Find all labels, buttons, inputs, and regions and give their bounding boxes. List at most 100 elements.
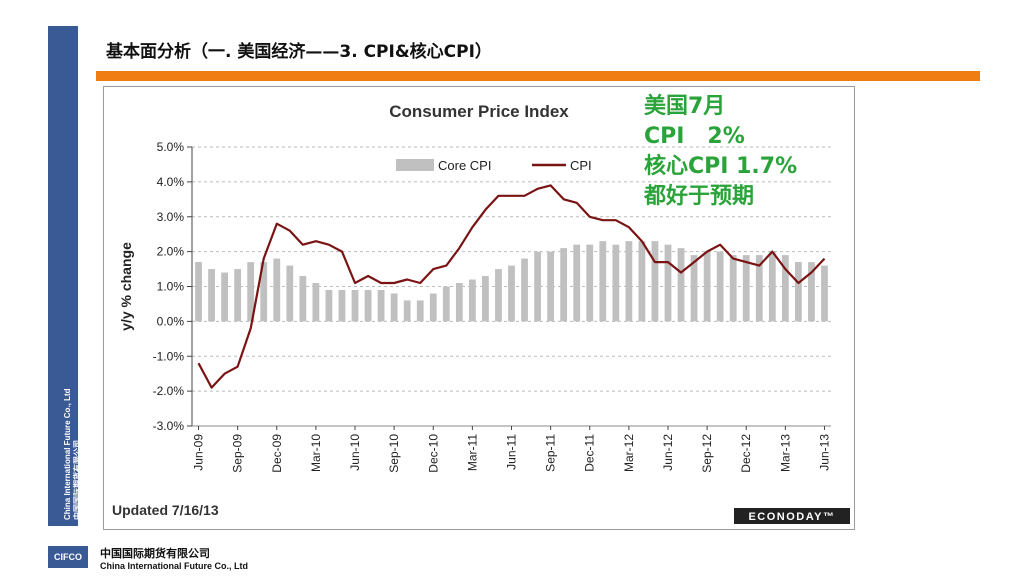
- core-cpi-bar: [208, 269, 215, 322]
- core-cpi-bar: [547, 251, 555, 322]
- x-tick-label: Sep-11: [544, 434, 558, 472]
- core-cpi-bar: [286, 265, 294, 322]
- y-tick-label: -2.0%: [153, 384, 185, 398]
- core-cpi-bar: [455, 283, 463, 322]
- core-cpi-bar: [781, 255, 789, 322]
- x-tick-label: Jun-10: [348, 434, 362, 471]
- core-cpi-bar: [573, 244, 581, 322]
- core-cpi-bar: [716, 251, 724, 322]
- core-cpi-bar: [586, 244, 594, 322]
- annotation-line-2: CPI 2%: [644, 124, 745, 149]
- x-tick-label: Mar-10: [309, 434, 323, 472]
- y-tick-label: 0.0%: [157, 314, 185, 328]
- x-tick-label: Jun-09: [192, 434, 206, 471]
- core-cpi-bar: [299, 276, 307, 322]
- chart-updated-note: Updated 7/16/13: [112, 502, 219, 518]
- cpi-chart: Consumer Price Index 5.0% 4.0% 3.0% 2.0% 1.0%…: [112, 102, 850, 524]
- core-cpi-bar: [755, 255, 763, 322]
- core-cpi-bar: [808, 262, 815, 322]
- y-tick-label: -3.0%: [153, 419, 185, 433]
- core-cpi-bar: [651, 241, 659, 322]
- y-tick-label: 4.0%: [157, 175, 185, 189]
- core-cpi-bar: [234, 269, 242, 322]
- x-tick-label: Mar-13: [778, 434, 792, 472]
- legend-label-core-cpi: Core CPI: [438, 158, 491, 173]
- core-cpi-bar: [729, 255, 737, 322]
- core-cpi-bar: [260, 262, 268, 322]
- x-tick-label: Mar-11: [465, 434, 479, 471]
- y-tick-label: 3.0%: [157, 210, 185, 224]
- annotation-line-1: 美国7月: [644, 94, 726, 119]
- footer-company-en: China International Future Co., Ltd: [100, 561, 248, 571]
- source-logo-text: ECONODAY™: [748, 511, 835, 523]
- chart-title: Consumer Price Index: [389, 102, 569, 121]
- y-tick-label: 1.0%: [157, 280, 185, 294]
- core-cpi-bar: [416, 300, 424, 322]
- core-cpi-bar: [560, 248, 568, 322]
- x-tick-label: Sep-09: [231, 434, 245, 473]
- x-tick-label: Dec-09: [270, 434, 284, 473]
- side-brand-bar: [48, 26, 78, 526]
- core-cpi-bar: [325, 289, 333, 322]
- core-cpi-bar: [534, 251, 541, 322]
- core-cpi-bar: [821, 265, 828, 322]
- x-tick-label: Jun-12: [661, 434, 675, 471]
- cifco-logo: CIFCO: [48, 546, 88, 568]
- core-cpi-bar: [403, 300, 411, 322]
- x-tick-label: Jun-11: [505, 434, 519, 470]
- side-brand-text: China International Future Co., Ltd 中国国际…: [63, 388, 83, 520]
- core-cpi-bar: [664, 244, 672, 322]
- core-cpi-bar: [377, 289, 385, 322]
- legend-swatch-core-cpi: [396, 159, 434, 171]
- x-tick-label: Jun-13: [817, 434, 831, 471]
- core-cpi-bar: [273, 258, 281, 322]
- core-cpi-bar: [364, 289, 372, 322]
- core-cpi-bar: [195, 262, 202, 322]
- annotation-box: 美国7月 CPI 2% 核心CPI 1.7% 都好于预期: [644, 92, 797, 212]
- x-tick-label: Mar-12: [622, 434, 636, 472]
- source-logo-box: [734, 508, 850, 524]
- core-cpi-bar: [442, 286, 450, 322]
- core-cpi-bar: [521, 258, 528, 322]
- core-cpi-bar: [795, 262, 802, 322]
- core-cpi-bar: [351, 289, 359, 322]
- chart-frame: Consumer Price Index 5.0% 4.0% 3.0% 2.0% 1.0%…: [103, 86, 855, 530]
- core-cpi-bar: [677, 248, 685, 322]
- core-cpi-bar: [625, 241, 633, 322]
- core-cpi-bar: [429, 293, 437, 322]
- y-tick-label: 5.0%: [157, 140, 185, 154]
- core-cpi-bar: [703, 251, 711, 322]
- core-cpi-bar: [312, 283, 320, 322]
- x-tick-label: Sep-10: [387, 434, 401, 473]
- core-cpi-bar: [247, 262, 255, 322]
- core-cpi-bar: [482, 276, 489, 322]
- core-cpi-bar: [742, 255, 750, 322]
- footer-company-cn: 中国国际期货有限公司: [100, 547, 210, 560]
- core-cpi-bar: [390, 293, 398, 322]
- core-cpi-bar: [221, 272, 228, 322]
- core-cpi-bar: [768, 251, 776, 322]
- side-brand-text-cn: 中国国际期货有限公司: [73, 440, 82, 520]
- y-tick-label: 2.0%: [157, 245, 185, 259]
- x-tick-label: Dec-10: [426, 434, 440, 473]
- core-cpi-bar: [690, 255, 698, 322]
- annotation-line-3: 核心CPI 1.7%: [644, 154, 798, 179]
- cpi-line: [197, 184, 826, 389]
- y-axis-label: y/y % change: [118, 242, 134, 331]
- annotation-line-4: 都好于预期: [644, 184, 755, 209]
- x-tick-label: Dec-11: [583, 434, 597, 472]
- title-underline: [96, 71, 980, 81]
- core-cpi-bar: [612, 244, 620, 322]
- legend-label-cpi: CPI: [570, 158, 592, 173]
- core-cpi-bar: [468, 279, 476, 322]
- slide-title: 基本面分析（一. 美国经济——3. CPI&核心CPI）: [106, 42, 492, 62]
- core-cpi-bar: [508, 265, 515, 322]
- core-cpi-bar: [599, 241, 607, 322]
- core-cpi-bar: [495, 269, 502, 322]
- side-brand-text-en: China International Future Co., Ltd: [63, 388, 72, 520]
- core-cpi-bar: [638, 241, 646, 322]
- core-cpi-bar: [338, 289, 346, 322]
- x-tick-label: Dec-12: [739, 434, 753, 473]
- y-tick-label: -1.0%: [153, 349, 185, 363]
- x-tick-label: Sep-12: [700, 434, 714, 473]
